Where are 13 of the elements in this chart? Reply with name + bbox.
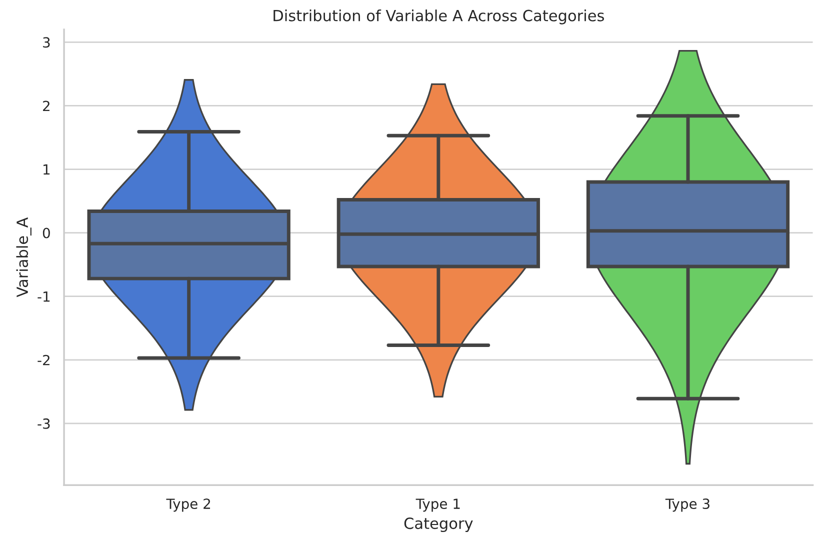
y-tick-label: 1 [44,164,50,175]
x-tick-label: Type 1 [416,498,460,512]
chart-title: Distribution of Variable A Across Categories [274,10,604,24]
y-tick-label: 3 [43,37,50,48]
x-tick-label: Type 3 [665,498,710,512]
x-tick-label: Type 2 [166,498,210,512]
y-tick-label: -3 [38,418,50,429]
y-axis-title: Variable_A [16,217,32,298]
y-tick-label: 2 [43,100,50,112]
y-tick-label: 0 [42,228,50,238]
x-axis-title: Category [404,518,473,532]
y-tick-label: -2 [38,354,50,366]
y-tick-label: -1 [38,292,50,302]
